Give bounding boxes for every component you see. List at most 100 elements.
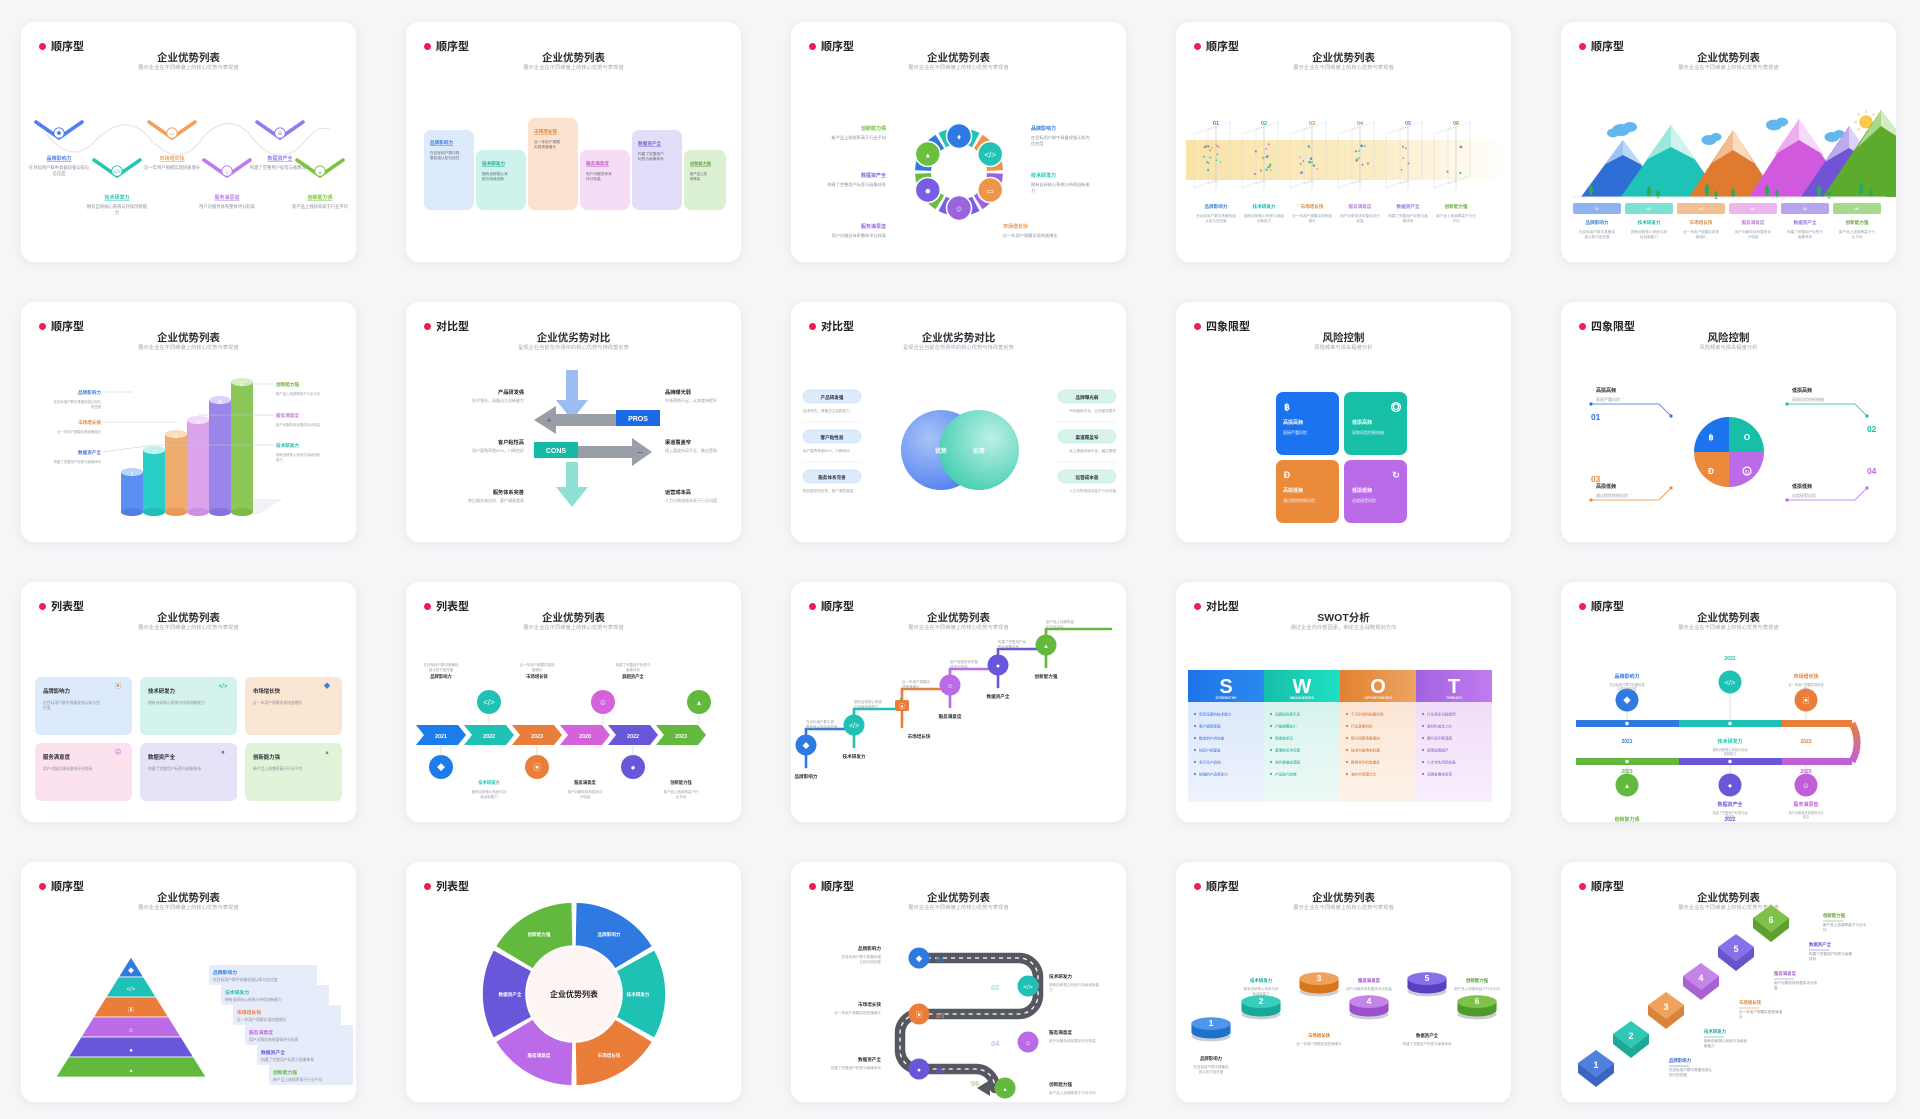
svg-text:●: ● [631, 763, 636, 772]
svg-text:新产品上线频率高于行业平均: 新产品上线频率高于行业平均 [273, 1077, 323, 1082]
svg-text:较强的产品竞争力: 较强的产品竞争力 [1199, 772, 1228, 777]
svg-text:资金链承压: 资金链承压 [1275, 736, 1293, 741]
svg-text:技术领先，具备自主创新能力: 技术领先，具备自主创新能力 [472, 397, 524, 403]
svg-text:用户对服务体系整体评分较高: 用户对服务体系整体评分较高 [832, 232, 886, 239]
svg-text:像体系: 像体系 [1403, 218, 1414, 223]
svg-text:创新能力强: 创新能力强 [1035, 673, 1058, 680]
svg-text:服务满意度: 服务满意度 [276, 412, 299, 419]
svg-text:04: 04 [1867, 466, 1877, 476]
svg-text:知识产权壁垒: 知识产权壁垒 [1199, 748, 1221, 753]
svg-text:4: 4 [196, 420, 199, 426]
svg-text:▣: ▣ [115, 682, 122, 690]
svg-text:●: ● [917, 1067, 921, 1074]
svg-text:☺: ☺ [1802, 781, 1810, 790]
svg-text:▣: ▣ [128, 1007, 134, 1014]
svg-text:信任度: 信任度 [53, 170, 67, 177]
svg-text:产能规模较小: 产能规模较小 [1275, 724, 1297, 729]
svg-text:Ð: Ð [1284, 470, 1291, 480]
svg-text:W: W [1293, 676, 1312, 698]
svg-text:新产品上线频率高于行业平均: 新产品上线频率高于行业平均 [1049, 1090, 1096, 1095]
svg-text:技术研发力: 技术研发力 [843, 753, 866, 760]
svg-text:近一年用户规模实现快速增长: 近一年用户规模实现快速增长 [237, 1017, 287, 1022]
svg-text:拥有自研核心系统与持续创: 拥有自研核心系统与持续创 [1704, 1038, 1748, 1043]
svg-text:服务满意度: 服务满意度 [861, 223, 886, 230]
svg-text:售后服务响应快，客户满意度高: 售后服务响应快，客户满意度高 [468, 497, 524, 503]
svg-text:客户满意度高: 客户满意度高 [1199, 724, 1221, 729]
svg-text:数据资产全: 数据资产全 [1717, 801, 1742, 808]
svg-text:新产品上线频率高于行业平: 新产品上线频率高于行业平 [1823, 922, 1867, 927]
svg-text:用户复购率超60%，口碑良好: 用户复购率超60%，口碑良好 [803, 448, 850, 453]
svg-text:数据资产全: 数据资产全 [858, 1056, 881, 1063]
svg-text:认知与信任度: 认知与信任度 [859, 959, 881, 964]
svg-text:服务满意度: 服务满意度 [249, 1029, 273, 1036]
svg-text:S: S [1219, 676, 1232, 698]
svg-text:均: 均 [1823, 927, 1827, 932]
svg-text:创新能力强: 创新能力强 [670, 779, 692, 786]
svg-text:技术升级带来机遇: 技术升级带来机遇 [1351, 748, 1380, 753]
svg-text:技术研发力: 技术研发力 [478, 779, 499, 786]
svg-text:信任度: 信任度 [91, 404, 102, 409]
svg-text:创新能力强: 创新能力强 [276, 381, 299, 388]
svg-text:近一年用户规模实现快速增长: 近一年用户规模实现快速增长 [1296, 1041, 1342, 1046]
svg-text:02: 02 [1867, 424, 1877, 434]
svg-text:新能力: 新能力 [1704, 1043, 1715, 1048]
svg-text:新产品上线频率高于行: 新产品上线频率高于行 [1839, 229, 1875, 234]
svg-text:品牌影响力: 品牌影响力 [1614, 673, 1639, 680]
svg-text:品牌影响力: 品牌影响力 [46, 155, 71, 162]
svg-text:多元化产品线: 多元化产品线 [1199, 760, 1221, 765]
svg-text:运营成本高: 运营成本高 [665, 488, 691, 496]
svg-text:☺: ☺ [224, 170, 229, 176]
svg-text:下沉市场的拓展空间: 下沉市场的拓展空间 [1351, 712, 1384, 717]
svg-text:技术研发力: 技术研发力 [148, 687, 175, 695]
svg-text:☹: ☹ [115, 748, 122, 756]
svg-text:品牌影响力: 品牌影响力 [43, 687, 70, 695]
svg-text:5: 5 [1733, 944, 1738, 954]
svg-text:数据资产全: 数据资产全 [987, 693, 1010, 700]
svg-text:签与画像体系: 签与画像体系 [998, 644, 1019, 649]
svg-text:产品研发强: 产品研发强 [498, 388, 525, 396]
svg-text:01: 01 [1213, 121, 1219, 127]
svg-text:02: 02 [1647, 207, 1651, 211]
svg-text:2: 2 [1259, 996, 1264, 1006]
svg-text:●: ● [221, 749, 225, 756]
svg-text:04: 04 [1751, 207, 1755, 211]
svg-text:近一年用户规模实现快速增长: 近一年用户规模实现快速增长 [834, 1010, 881, 1015]
svg-text:群圆资产全: 群圆资产全 [622, 673, 644, 680]
svg-text:创新能力强: 创新能力强 [690, 160, 712, 167]
svg-text:近一年用户规模实现快: 近一年用户规模实现快 [1683, 229, 1719, 234]
svg-text:创新能力强: 创新能力强 [528, 931, 551, 938]
svg-text:新产品上线频率高于行业平均: 新产品上线频率高于行业平均 [292, 203, 348, 210]
svg-text:技术研发力: 技术研发力 [1049, 973, 1072, 980]
svg-text:分较高: 分较高 [1748, 234, 1759, 239]
svg-text:3: 3 [1663, 1002, 1668, 1012]
svg-text:创新能力强: 创新能力强 [1466, 977, 1489, 984]
svg-text:在目标用户群中具备较强: 在目标用户群中具备较强 [1196, 213, 1236, 218]
svg-text:+: + [546, 416, 552, 427]
svg-text:较高: 较高 [1803, 814, 1809, 819]
svg-text:</>: </> [849, 723, 859, 730]
svg-text:数据资产全: 数据资产全 [861, 172, 886, 179]
svg-text:较高: 较高 [1356, 218, 1364, 223]
svg-text:劣势: 劣势 [973, 447, 985, 455]
svg-text:</>: </> [127, 987, 136, 993]
svg-text:于行业平均: 于行业平均 [1046, 624, 1064, 629]
svg-text:续创新能力: 续创新能力 [1252, 991, 1270, 996]
svg-text:02: 02 [1261, 121, 1267, 127]
svg-text:低损高频: 低损高频 [1352, 419, 1372, 426]
svg-text:用户对服务体系整体评分较高: 用户对服务体系整体评分较高 [1049, 1038, 1096, 1043]
svg-text:服务满意度: 服务满意度 [528, 1052, 551, 1059]
svg-text:●: ● [1728, 781, 1733, 790]
svg-text:市场增长快: 市场增长快 [1690, 219, 1713, 226]
svg-text:跨界合作机会增多: 跨界合作机会增多 [1351, 760, 1380, 765]
svg-text:拥有自研核心系统与持: 拥有自研核心系统与持 [1631, 229, 1667, 234]
svg-text:品牌影响力: 品牌影响力 [598, 931, 621, 938]
svg-text:▭: ▭ [986, 186, 994, 195]
svg-text:</>: </> [1725, 678, 1736, 687]
svg-text:近一年用户规模实现快速: 近一年用户规模实现快速 [1292, 213, 1332, 218]
svg-text:新产品上线频率高于行业平均: 新产品上线频率高于行业平均 [276, 391, 321, 396]
svg-text:技术研发力: 技术研发力 [1250, 977, 1273, 984]
svg-text:技术研发力: 技术研发力 [1704, 1028, 1727, 1035]
svg-text:频率高: 频率高 [690, 176, 701, 181]
svg-text:06: 06 [1855, 207, 1859, 211]
svg-text:产品研发强: 产品研发强 [821, 394, 844, 401]
